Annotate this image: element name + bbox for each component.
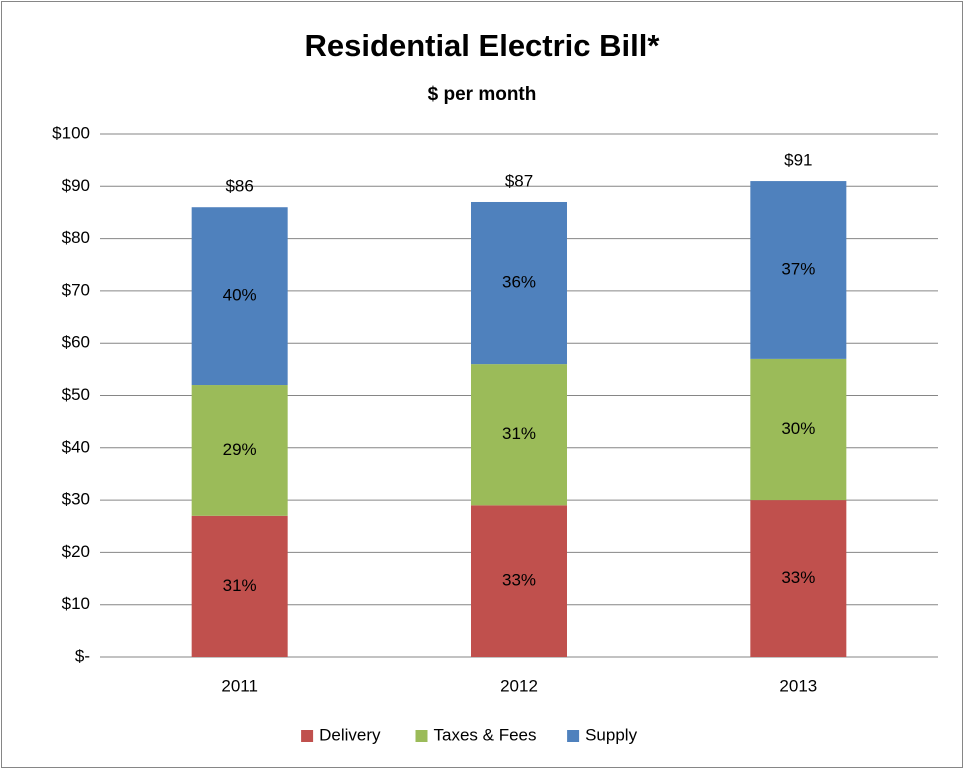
legend-label: Taxes & Fees — [434, 725, 537, 744]
bar-segment — [750, 358, 847, 501]
legend-swatch — [415, 730, 428, 742]
y-tick-label: $90 — [62, 176, 90, 195]
legend-swatch — [301, 730, 314, 742]
segment-label: 33% — [781, 568, 815, 587]
bar-segment — [750, 181, 847, 359]
bar-segment — [191, 385, 288, 516]
y-tick-label: $- — [75, 646, 90, 665]
y-tick-label: $50 — [62, 385, 90, 404]
segment-label: 36% — [502, 273, 536, 292]
y-tick-label: $10 — [62, 594, 90, 613]
segment-label: 29% — [223, 440, 257, 459]
legend-label: Delivery — [319, 725, 381, 744]
total-label: $87 — [505, 171, 533, 190]
segment-label: 37% — [781, 259, 815, 278]
chart-subtitle: $ per month — [428, 84, 537, 105]
segment-label: 30% — [781, 419, 815, 438]
y-tick-label: $40 — [62, 437, 90, 456]
segment-label: 31% — [223, 576, 257, 595]
segment-label: 31% — [502, 424, 536, 443]
bar-segment — [471, 201, 567, 365]
x-tick-label: 2013 — [779, 676, 817, 695]
y-tick-label: $80 — [62, 228, 90, 247]
chart-title: Residential Electric Bill* — [305, 28, 661, 63]
y-tick-label: $30 — [62, 490, 90, 509]
segment-label: 33% — [502, 571, 536, 590]
bar-segment — [471, 505, 567, 657]
legend-label: Supply — [585, 725, 637, 744]
bar-segment — [191, 515, 288, 657]
y-tick-label: $70 — [62, 280, 90, 299]
segment-label: 40% — [223, 286, 257, 305]
legend-swatch — [567, 730, 580, 742]
total-label: $91 — [784, 151, 812, 170]
x-tick-label: 2012 — [500, 676, 538, 695]
bar-segment — [471, 364, 567, 506]
y-tick-label: $100 — [52, 123, 90, 142]
y-tick-label: $20 — [62, 542, 90, 561]
bar-segment — [750, 500, 847, 657]
bar-segment — [191, 207, 288, 386]
x-tick-label: 2011 — [221, 676, 258, 695]
y-tick-label: $60 — [62, 333, 90, 352]
total-label: $86 — [225, 177, 253, 196]
